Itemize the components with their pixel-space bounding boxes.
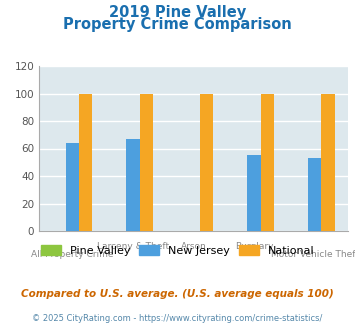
- Text: Larceny & Theft: Larceny & Theft: [97, 242, 169, 251]
- Bar: [66, 143, 79, 231]
- Text: Compared to U.S. average. (U.S. average equals 100): Compared to U.S. average. (U.S. average …: [21, 289, 334, 299]
- Bar: [321, 93, 334, 231]
- Legend: Pine Valley, New Jersey, National: Pine Valley, New Jersey, National: [36, 241, 319, 260]
- Bar: [247, 155, 261, 231]
- Text: Burglary: Burglary: [235, 242, 273, 251]
- Bar: [308, 158, 321, 231]
- Bar: [126, 139, 140, 231]
- Text: Motor Vehicle Theft: Motor Vehicle Theft: [271, 250, 355, 259]
- Bar: [261, 93, 274, 231]
- Bar: [200, 93, 213, 231]
- Bar: [140, 93, 153, 231]
- Bar: [79, 93, 92, 231]
- Text: Property Crime Comparison: Property Crime Comparison: [63, 16, 292, 31]
- Text: 2019 Pine Valley: 2019 Pine Valley: [109, 5, 246, 20]
- Text: All Property Crime: All Property Crime: [31, 250, 114, 259]
- Text: © 2025 CityRating.com - https://www.cityrating.com/crime-statistics/: © 2025 CityRating.com - https://www.city…: [32, 314, 323, 323]
- Text: Arson: Arson: [181, 242, 206, 251]
